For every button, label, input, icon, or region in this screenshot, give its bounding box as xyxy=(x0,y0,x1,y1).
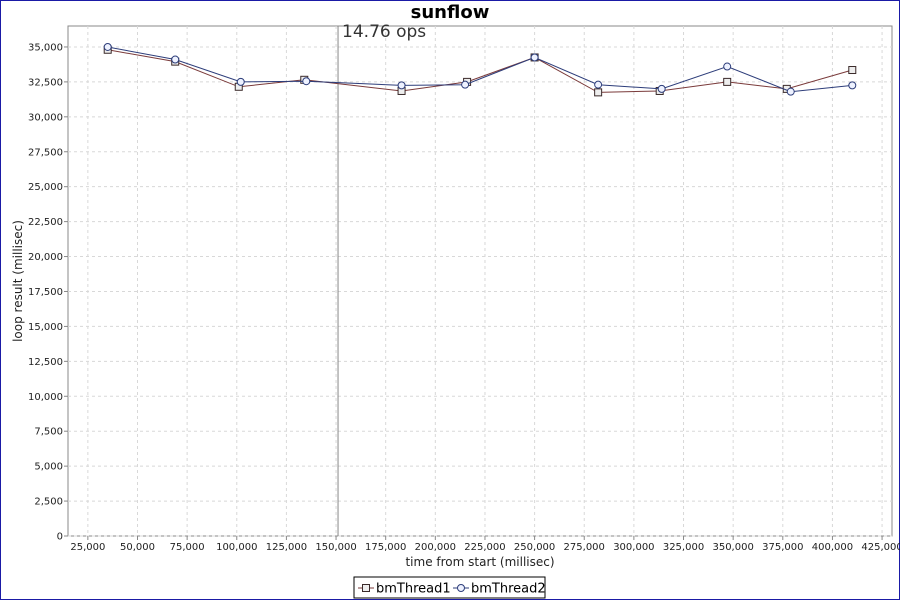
y-tick-label: 10,000 xyxy=(28,392,63,403)
y-tick-label: 12,500 xyxy=(28,357,63,368)
data-point xyxy=(723,62,732,71)
y-axis-label: loop result (millisec) xyxy=(11,220,25,342)
y-tick-label: 32,500 xyxy=(28,77,63,88)
y-tick-label: 30,000 xyxy=(28,112,63,123)
series-layer xyxy=(103,42,857,97)
x-tick-label: 225,000 xyxy=(464,542,505,553)
data-point xyxy=(461,80,470,89)
y-tick-label: 25,000 xyxy=(28,182,63,193)
data-point xyxy=(236,77,245,86)
grid xyxy=(68,26,892,537)
x-tick-label: 25,000 xyxy=(70,542,105,553)
y-tick-label: 27,500 xyxy=(28,147,63,158)
x-tick-label: 275,000 xyxy=(564,542,605,553)
data-point xyxy=(302,77,311,86)
x-tick-label: 75,000 xyxy=(170,542,205,553)
x-tick-label: 50,000 xyxy=(120,542,155,553)
data-point xyxy=(848,66,857,75)
series-line xyxy=(107,49,853,93)
x-tick-label: 400,000 xyxy=(812,542,853,553)
x-axis-label: time from start (millisec) xyxy=(405,555,554,569)
legend-item: bmThread1 xyxy=(358,582,451,597)
data-point xyxy=(171,55,180,64)
y-tick-label: 22,500 xyxy=(28,217,63,228)
annotation-label: 14.76 ops xyxy=(342,22,426,42)
x-tick-label: 425,000 xyxy=(861,542,900,553)
y-tick-label: 20,000 xyxy=(28,252,63,263)
x-tick-label: 250,000 xyxy=(514,542,555,553)
y-tick-label: 2,500 xyxy=(34,497,63,508)
legend-box xyxy=(353,576,546,599)
x-tick-label: 350,000 xyxy=(712,542,753,553)
y-tick-label: 5,000 xyxy=(34,462,63,473)
data-point xyxy=(786,87,795,96)
legend-label: bmThread1 xyxy=(376,582,451,597)
x-tick-label: 150,000 xyxy=(315,542,356,553)
x-tick-label: 175,000 xyxy=(365,542,406,553)
x-tick-label: 125,000 xyxy=(266,542,307,553)
annotation-layer: 14.76 ops xyxy=(337,22,426,536)
y-tick-label: 0 xyxy=(57,532,63,543)
data-point xyxy=(103,42,112,51)
legend-label: bmThread2 xyxy=(471,582,546,597)
y-tick-label: 15,000 xyxy=(28,322,63,333)
y-tick-label: 35,000 xyxy=(28,42,63,53)
data-point xyxy=(657,84,666,93)
series-line xyxy=(107,46,853,93)
data-point xyxy=(594,88,603,97)
x-tick-label: 325,000 xyxy=(663,542,704,553)
data-point xyxy=(397,81,406,90)
series-bmThread2 xyxy=(103,42,857,96)
data-point xyxy=(848,81,857,90)
legend-square-marker xyxy=(362,584,370,592)
legend-circle-marker xyxy=(457,584,465,592)
data-point xyxy=(723,77,732,86)
chart-title: sunflow xyxy=(411,2,490,23)
x-tick-label: 300,000 xyxy=(613,542,654,553)
plot-area xyxy=(67,25,893,537)
legend: bmThread1 bmThread2 xyxy=(353,576,546,599)
y-tick-label: 17,500 xyxy=(28,287,63,298)
y-tick-label: 7,500 xyxy=(34,427,63,438)
data-point xyxy=(594,80,603,89)
x-tick-label: 375,000 xyxy=(762,542,803,553)
x-tick-label: 100,000 xyxy=(216,542,257,553)
x-tick-label: 200,000 xyxy=(415,542,456,553)
data-point xyxy=(530,53,539,62)
axes: 25,000 50,000 75,000 100,000 125,000 150,000 1… xyxy=(28,42,900,553)
legend-item: bmThread2 xyxy=(453,582,546,597)
